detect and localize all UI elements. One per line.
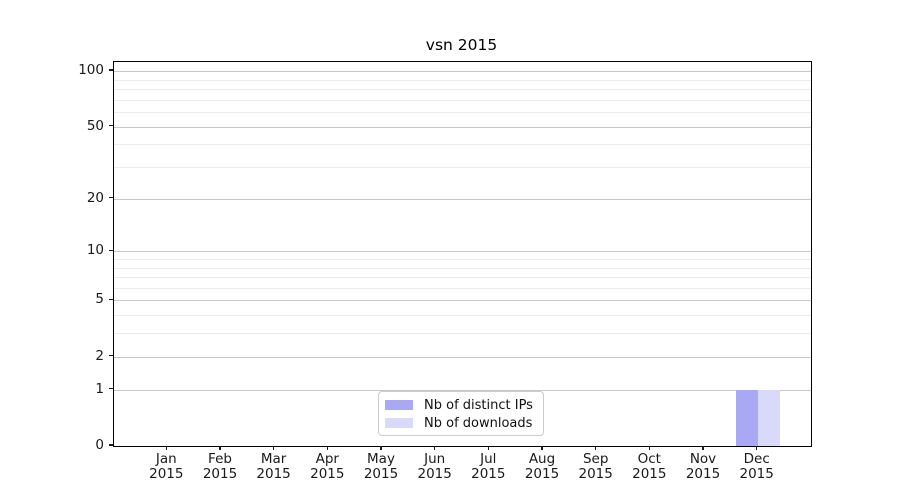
legend-label-distinct-ips: Nb of distinct IPs: [424, 397, 533, 413]
x-tick-label: Jun 2015: [417, 451, 452, 482]
y-tick-label: 5: [95, 291, 104, 308]
legend: Nb of distinct IPs Nb of downloads: [378, 391, 544, 436]
minor-gridline: [114, 277, 811, 278]
x-tick-label: Jan 2015: [149, 451, 184, 482]
x-tick-label: Mar 2015: [256, 451, 291, 482]
x-tick-mark: [648, 446, 650, 450]
bar-downloads: [757, 389, 780, 446]
x-tick-mark: [273, 446, 275, 450]
x-tick-mark: [380, 446, 382, 450]
y-tick-mark: [109, 444, 113, 446]
downloads-swatch: [385, 418, 413, 428]
x-tick-label: Apr 2015: [310, 451, 345, 482]
y-tick-mark: [109, 249, 113, 251]
y-tick-mark: [109, 298, 113, 301]
x-tick-label: Feb 2015: [202, 451, 238, 482]
minor-gridline: [114, 333, 811, 335]
major-gridline: [114, 126, 811, 128]
x-tick-mark: [219, 446, 221, 450]
minor-gridline: [114, 258, 811, 260]
major-gridline: [114, 356, 811, 358]
x-tick-mark: [541, 446, 543, 450]
chart-title: vsn 2015: [425, 36, 498, 54]
minor-gridline: [114, 112, 811, 113]
bar-distinct-ips: [735, 389, 758, 446]
x-tick-mark: [487, 446, 489, 450]
legend-label-downloads: Nb of downloads: [424, 415, 533, 431]
minor-gridline: [114, 167, 811, 168]
x-tick-label: Sep 2015: [578, 451, 613, 482]
distinct-ips-swatch: [385, 400, 413, 410]
legend-entry-distinct-ips: Nb of distinct IPs: [379, 396, 543, 414]
minor-gridline: [114, 315, 811, 317]
x-tick-label: Aug 2015: [524, 451, 560, 482]
x-tick-mark: [595, 446, 597, 450]
minor-gridline: [114, 267, 811, 269]
x-tick-mark: [756, 446, 758, 450]
y-tick-label: 100: [78, 62, 104, 78]
x-tick-mark: [326, 446, 328, 450]
legend-entry-downloads: Nb of downloads: [379, 414, 543, 432]
y-tick-mark: [109, 124, 113, 127]
y-tick-mark: [109, 197, 113, 199]
y-tick-mark: [109, 69, 113, 71]
x-tick-label: Dec 2015: [739, 451, 774, 482]
major-gridline: [114, 300, 811, 302]
minor-gridline: [114, 88, 811, 90]
minor-gridline: [114, 287, 811, 289]
x-tick-mark: [702, 446, 704, 450]
y-tick-label: 2: [95, 347, 104, 364]
y-tick-mark: [109, 388, 113, 390]
major-gridline: [114, 198, 811, 200]
y-tick-label: 50: [86, 117, 104, 134]
y-tick-label: 1: [95, 380, 104, 397]
y-tick-label: 20: [86, 189, 104, 206]
x-tick-label: Nov 2015: [685, 451, 721, 482]
x-tick-label: Oct 2015: [632, 451, 667, 482]
major-gridline: [114, 71, 811, 72]
major-gridline: [114, 389, 811, 391]
y-tick-label: 10: [86, 242, 104, 259]
x-tick-mark: [165, 446, 167, 450]
y-tick-label: 0: [95, 437, 104, 453]
minor-gridline: [114, 99, 811, 101]
minor-gridline: [114, 79, 811, 81]
major-gridline: [114, 251, 811, 253]
minor-gridline: [114, 144, 811, 146]
plot-area: [113, 61, 812, 447]
x-tick-label: Jul 2015: [471, 451, 506, 482]
x-tick-label: May 2015: [363, 451, 399, 482]
y-tick-mark: [109, 355, 113, 357]
x-tick-mark: [434, 446, 436, 450]
